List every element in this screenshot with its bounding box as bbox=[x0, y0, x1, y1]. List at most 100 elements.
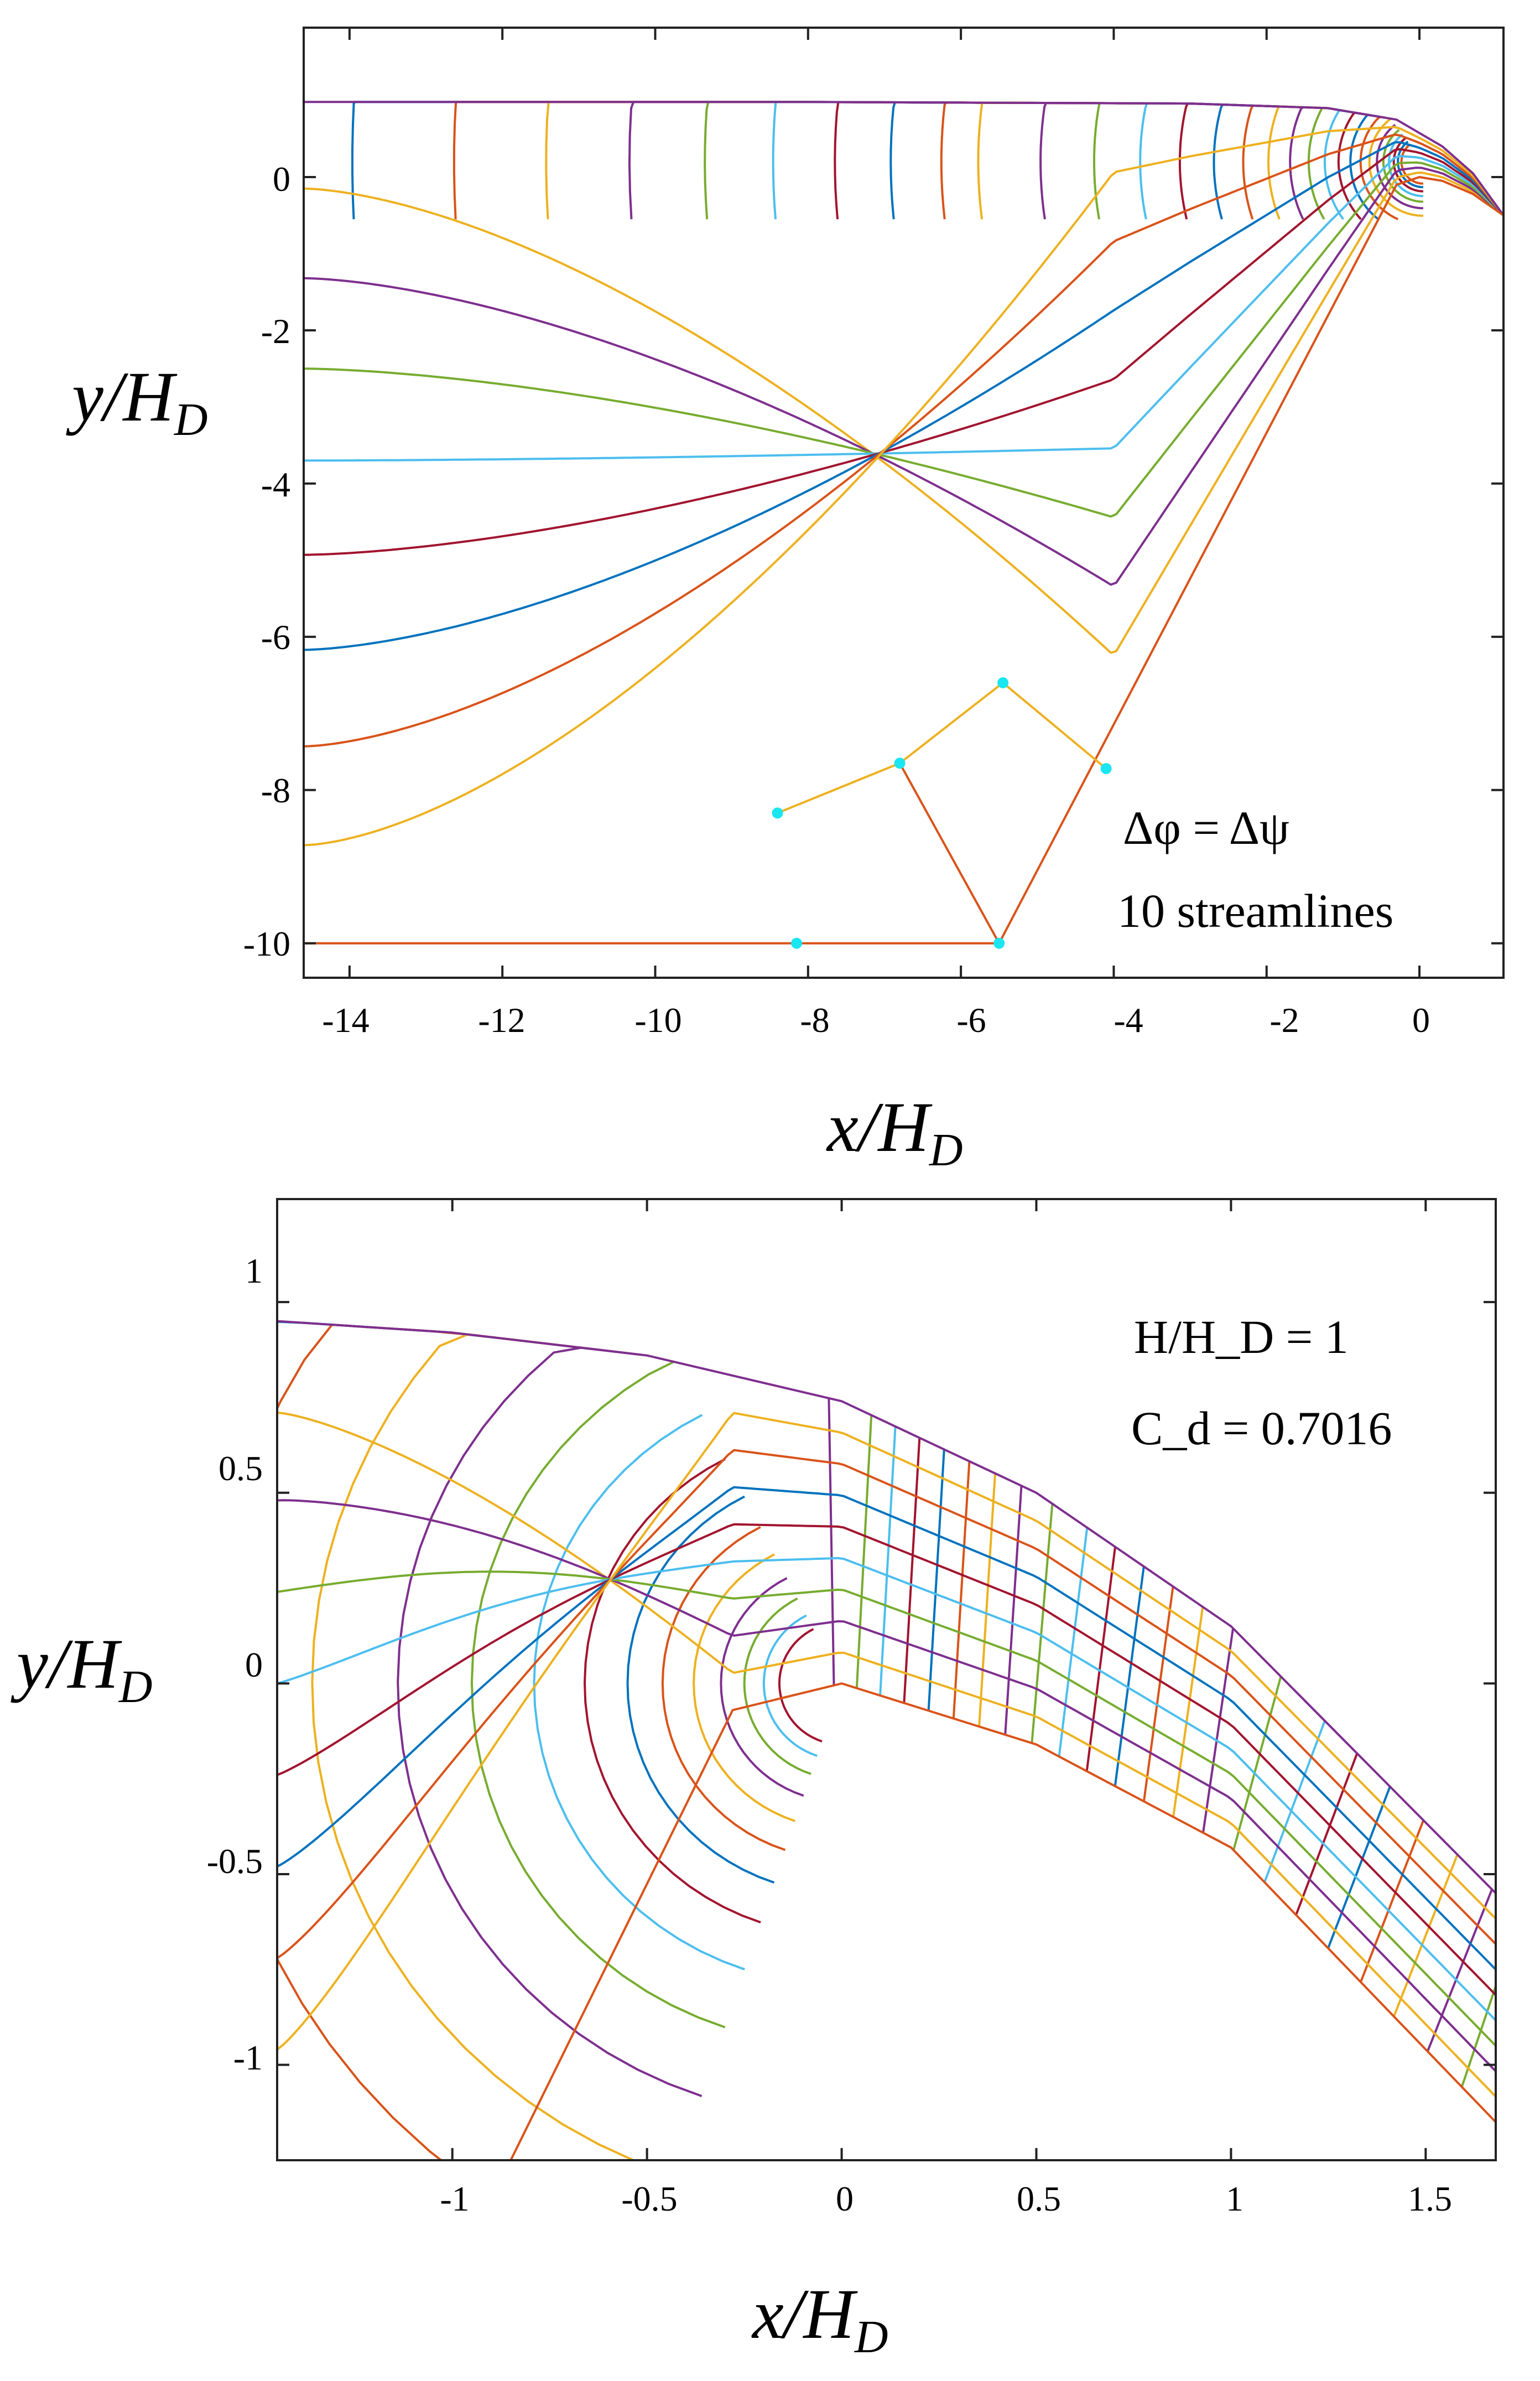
bottom-equipotential-line bbox=[1327, 1786, 1391, 1949]
bottom-equipotential-line bbox=[879, 1426, 897, 1696]
bottom-equipotential-line bbox=[903, 1438, 921, 1703]
top-equipotential-line bbox=[1392, 137, 1423, 193]
bottom-streamline bbox=[277, 1486, 1496, 1970]
top-x-tick-labels: -14 -12 -10 -8 -6 -4 -2 0 bbox=[322, 1000, 1430, 1040]
top-y-tick-label: -4 bbox=[261, 465, 290, 504]
top-streamline bbox=[304, 126, 1503, 847]
bottom-streamline bbox=[277, 1499, 1496, 2072]
bottom-equipotential-line bbox=[927, 1449, 945, 1711]
top-marker-point bbox=[997, 677, 1009, 688]
top-marker-point bbox=[993, 937, 1005, 949]
top-y-axis-label: y/HD bbox=[66, 357, 207, 445]
top-x-tick-label: -8 bbox=[800, 1000, 829, 1040]
top-streamline bbox=[304, 141, 1503, 651]
bottom-y-tick-label: -1 bbox=[233, 2038, 263, 2077]
bottom-y-tick-label: -0.5 bbox=[207, 1841, 263, 1881]
bottom-equipotential-line bbox=[778, 1628, 823, 1742]
bottom-equipotential-line bbox=[470, 1361, 726, 2029]
bottom-y-tick-label: 0.5 bbox=[218, 1449, 263, 1488]
top-streamlines bbox=[304, 126, 1503, 847]
bottom-equipotential-line bbox=[1460, 1983, 1496, 2088]
top-marker-connector bbox=[777, 681, 1107, 815]
plot-top-flow-net: -14 -12 -10 -8 -6 -4 -2 0 0 -2 -4 -6 -8 … bbox=[66, 27, 1505, 1176]
bottom-plot-area bbox=[277, 1320, 1496, 2160]
bottom-x-axis-label: x/HD bbox=[751, 2275, 888, 2363]
bottom-equipotential-line bbox=[1393, 1854, 1459, 2017]
bottom-y-tick-label: 0 bbox=[245, 1645, 263, 1684]
bottom-equipotential-line bbox=[1202, 1628, 1235, 1833]
top-streamline bbox=[304, 133, 1503, 748]
top-x-tick-label: 0 bbox=[1412, 1000, 1430, 1040]
bottom-equipotential-line bbox=[1114, 1566, 1145, 1787]
top-x-axis-label: x/HD bbox=[826, 1088, 962, 1176]
top-x-tick-label: -4 bbox=[1114, 1000, 1143, 1040]
top-x-tick-label: -2 bbox=[1270, 1000, 1299, 1040]
bottom-equipotential-line bbox=[533, 1414, 745, 1970]
top-streamline bbox=[304, 167, 1503, 586]
bottom-equipotential-line bbox=[828, 1398, 835, 1685]
top-y-tick-label: -8 bbox=[261, 771, 290, 810]
bottom-annotation-discharge-coefficient: C_d = 0.7016 bbox=[1131, 1402, 1392, 1455]
bottom-x-tick-label: -1 bbox=[440, 2179, 469, 2218]
bottom-equipotential-line bbox=[1031, 1503, 1054, 1744]
top-y-tick-label: -10 bbox=[243, 924, 290, 963]
top-y-tick-label: 0 bbox=[273, 159, 290, 199]
top-marker-point bbox=[1100, 762, 1112, 774]
bottom-equipotential-line bbox=[1058, 1527, 1089, 1757]
top-marker-connector bbox=[898, 762, 1000, 944]
bottom-x-tick-label: -0.5 bbox=[621, 2179, 677, 2218]
bottom-streamlines bbox=[277, 1412, 1496, 2098]
bottom-streamline bbox=[277, 1570, 1496, 2047]
bottom-equipotential-line bbox=[1085, 1547, 1116, 1772]
top-axes-frame bbox=[303, 27, 1505, 979]
bottom-x-tick-label: 0 bbox=[836, 2179, 854, 2218]
bottom-equipotential-line bbox=[397, 1346, 703, 2097]
top-annotation-equal-spacing: Δφ = Δψ bbox=[1123, 801, 1289, 854]
top-marker-point bbox=[772, 807, 783, 819]
bottom-equipotential-line bbox=[1426, 1889, 1493, 2052]
bottom-equipotential-line bbox=[1232, 1676, 1282, 1851]
bottom-equipotential-line bbox=[1263, 1720, 1326, 1883]
bottom-equipotential-line bbox=[1172, 1606, 1204, 1817]
bottom-weir-boundary bbox=[509, 1682, 1496, 2160]
top-plot-area bbox=[304, 101, 1503, 949]
top-y-tick-label: -2 bbox=[261, 312, 290, 351]
bottom-equipotential-line bbox=[762, 1614, 818, 1757]
bottom-streamline bbox=[277, 1523, 1496, 1996]
bottom-equipotential-line bbox=[1142, 1586, 1174, 1802]
bottom-equipotential-line bbox=[693, 1553, 795, 1822]
top-free-surface bbox=[304, 101, 1503, 216]
top-annotation-streamline-count: 10 streamlines bbox=[1117, 884, 1393, 937]
bottom-equipotential-line bbox=[952, 1461, 971, 1719]
top-marker-point bbox=[894, 758, 906, 769]
bottom-x-tick-labels: -1 -0.5 0 0.5 1 1.5 bbox=[440, 2179, 1452, 2218]
bottom-streamline bbox=[277, 1412, 1496, 2051]
bottom-equipotential-line bbox=[1004, 1485, 1023, 1735]
top-x-tick-label: -10 bbox=[634, 1000, 681, 1040]
top-axis-ticks bbox=[304, 28, 1503, 978]
bottom-equipotential-line bbox=[855, 1415, 873, 1689]
top-streamline bbox=[304, 161, 1503, 518]
bottom-streamline bbox=[277, 1412, 1496, 2098]
bottom-boundary-lines bbox=[277, 1320, 1496, 2160]
top-streamline bbox=[304, 172, 1503, 654]
bottom-x-tick-label: 0.5 bbox=[1017, 2179, 1061, 2218]
bottom-equipotential-line bbox=[584, 1458, 761, 1923]
top-x-tick-label: -12 bbox=[478, 1000, 525, 1040]
bottom-equipotential-line bbox=[743, 1597, 811, 1775]
bottom-x-tick-label: 1.5 bbox=[1408, 2179, 1452, 2218]
bottom-y-tick-label: 1 bbox=[245, 1251, 263, 1290]
bottom-axes-frame bbox=[276, 1198, 1497, 2161]
bottom-equipotential-line bbox=[720, 1577, 804, 1797]
top-y-tick-label: -6 bbox=[261, 618, 290, 657]
top-x-tick-label: -14 bbox=[322, 1000, 369, 1040]
bottom-equipotential-line bbox=[1295, 1753, 1359, 1916]
bottom-streamline bbox=[277, 1557, 1496, 2021]
top-equipotential-line bbox=[1382, 129, 1423, 203]
bottom-annotation-head-ratio: H/H_D = 1 bbox=[1134, 1310, 1349, 1363]
bottom-y-axis-label: y/HD bbox=[11, 1625, 152, 1713]
bottom-equipotential-line bbox=[311, 1333, 636, 2160]
top-y-tick-labels: 0 -2 -4 -6 -8 -10 bbox=[243, 159, 290, 963]
